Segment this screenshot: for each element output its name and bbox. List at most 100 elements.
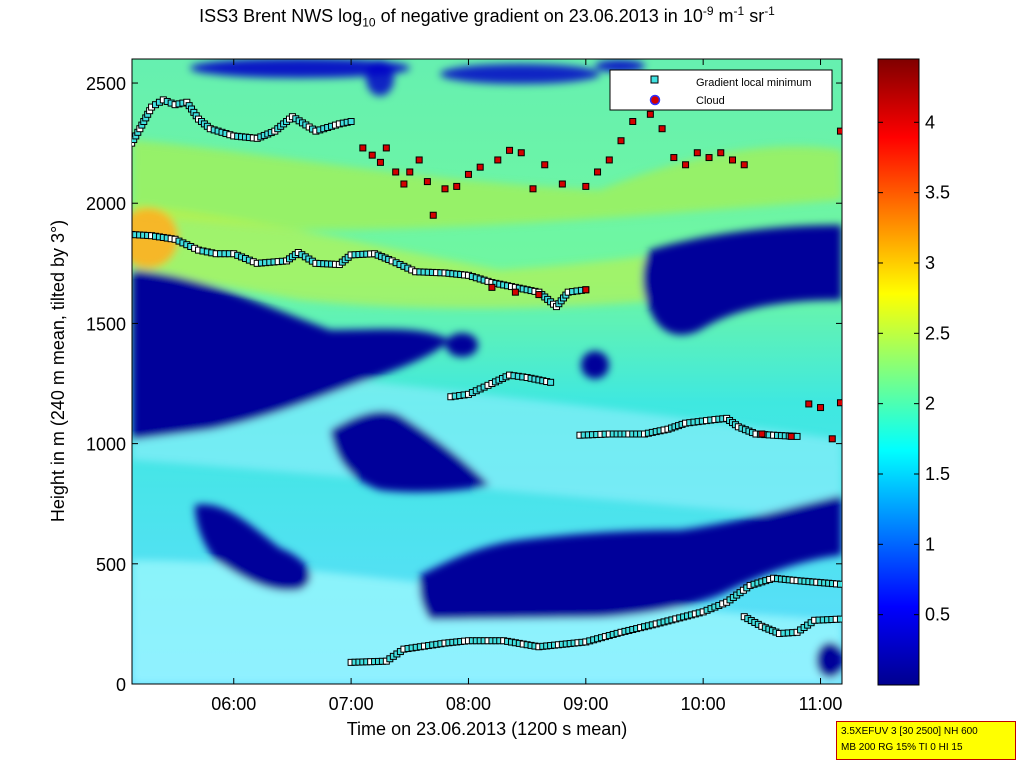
colorbar-tick-label: 2.5 bbox=[925, 323, 950, 343]
y-axis: 0 500 1000 1500 2000 2500 bbox=[86, 74, 842, 695]
info-line-2: MB 200 RG 15% TI 0 HI 15 bbox=[841, 742, 963, 753]
x-tick-label: 07:00 bbox=[329, 694, 374, 714]
heatmap-field bbox=[132, 59, 842, 684]
cloud-point bbox=[400, 180, 408, 188]
cloud-point bbox=[805, 400, 813, 408]
cloud-point bbox=[529, 185, 537, 193]
cloud-point bbox=[429, 211, 437, 219]
cloud-point bbox=[406, 168, 414, 176]
cloud-point bbox=[682, 161, 690, 169]
x-tick-label: 11:00 bbox=[799, 694, 843, 714]
cloud-point bbox=[494, 156, 502, 164]
y-tick-label: 2000 bbox=[86, 194, 126, 214]
cloud-point bbox=[617, 137, 625, 145]
cloud-point bbox=[705, 154, 713, 162]
gradient-min-point bbox=[132, 139, 136, 147]
plot-frame bbox=[131, 58, 843, 685]
cloud-point bbox=[376, 158, 384, 166]
heatmap-dark-region bbox=[132, 270, 450, 440]
y-tick-label: 500 bbox=[96, 555, 126, 575]
cloud-point bbox=[415, 156, 423, 164]
chart-title: ISS3 Brent NWS log10 of negative gradien… bbox=[199, 4, 775, 30]
x-axis-label: Time on 23.06.2013 (1200 s mean) bbox=[347, 719, 628, 739]
legend-min-label: Gradient local minimum bbox=[696, 77, 812, 89]
cloud-point bbox=[558, 180, 566, 188]
series-layer bbox=[132, 96, 842, 666]
heatmap-dark-blob bbox=[446, 333, 478, 357]
legend-cloud-marker bbox=[649, 94, 661, 106]
cloud-point bbox=[392, 168, 400, 176]
cloud-point bbox=[488, 283, 496, 291]
x-axis: 06:00 07:00 08:00 09:00 10:00 11:00 bbox=[211, 59, 842, 714]
colorbar-tick-label: 3 bbox=[925, 253, 935, 273]
cloud-point bbox=[629, 118, 637, 125]
cloud-point bbox=[359, 144, 367, 152]
cloud-point bbox=[646, 110, 654, 118]
legend-cloud-label: Cloud bbox=[696, 95, 725, 107]
cloud-point bbox=[506, 146, 514, 154]
x-tick-label: 10:00 bbox=[681, 694, 726, 714]
y-tick-label: 2500 bbox=[86, 74, 126, 94]
heatmap-dark-blob bbox=[581, 351, 609, 379]
x-tick-label: 08:00 bbox=[446, 694, 491, 714]
heatmap-dark-region bbox=[419, 495, 842, 620]
cloud-point bbox=[670, 154, 678, 162]
cloud-point bbox=[758, 430, 766, 438]
cloud-point bbox=[693, 149, 701, 157]
cloud-point bbox=[582, 286, 590, 294]
colorbar-ticks: 0.5 1 1.5 2 2.5 3 3.5 4 bbox=[878, 112, 950, 625]
cloud-point bbox=[658, 125, 666, 133]
cloud-point bbox=[368, 151, 376, 159]
cloud-point bbox=[836, 127, 842, 135]
cloud-point bbox=[740, 161, 748, 169]
cloud-point bbox=[594, 168, 602, 176]
cloud-point bbox=[729, 156, 737, 164]
y-tick-label: 1500 bbox=[86, 314, 126, 334]
y-tick-label: 0 bbox=[116, 675, 126, 695]
info-line-1: 3.5XEFUV 3 [30 2500] NH 600 bbox=[841, 726, 978, 737]
cloud-point bbox=[541, 161, 549, 169]
gradient-min-point bbox=[793, 432, 801, 440]
cloud-point bbox=[517, 149, 525, 157]
colorbar-tick-label: 1.5 bbox=[925, 464, 950, 484]
heatmap-top-dark bbox=[595, 60, 645, 72]
cloud-point bbox=[453, 182, 461, 190]
cloud-point bbox=[817, 404, 825, 412]
heatmap-dark-region bbox=[195, 504, 311, 591]
cloud-point bbox=[836, 399, 842, 407]
cloud-point bbox=[605, 156, 613, 164]
colorbar bbox=[877, 58, 920, 686]
gradient-min-point bbox=[836, 615, 842, 623]
gradient-min-point bbox=[836, 580, 842, 588]
cloud-point bbox=[828, 435, 836, 443]
cloud-point bbox=[382, 144, 390, 152]
heatmap-top-dark bbox=[440, 64, 600, 84]
y-axis-label: Height in m (240 m mean, tilted by 3°) bbox=[48, 220, 68, 522]
cloud-point bbox=[476, 163, 484, 171]
gradient-min-point bbox=[547, 378, 555, 386]
heatmap-dark-blob bbox=[816, 642, 842, 678]
heatmap-lightblue-bottom bbox=[132, 560, 842, 684]
legend-min-marker bbox=[650, 75, 659, 84]
cloud-point bbox=[441, 185, 449, 193]
colorbar-tick-label: 1 bbox=[925, 534, 935, 554]
legend-box bbox=[609, 69, 833, 111]
colorbar-tick-label: 0.5 bbox=[925, 605, 950, 625]
cloud-point bbox=[423, 178, 431, 186]
x-tick-label: 09:00 bbox=[563, 694, 608, 714]
colorbar-tick-label: 3.5 bbox=[925, 183, 950, 203]
heatmap-yellow-band bbox=[132, 140, 842, 230]
y-tick-label: 1000 bbox=[86, 435, 126, 455]
cloud-point bbox=[582, 182, 590, 190]
cloud-point bbox=[535, 291, 543, 299]
gradient-min-point bbox=[347, 118, 355, 125]
heatmap-top-dark bbox=[190, 59, 410, 78]
heatmap-top-dark bbox=[366, 60, 394, 96]
colorbar-tick-label: 4 bbox=[925, 112, 935, 132]
cloud-point bbox=[464, 170, 472, 178]
heatmap-dark-region bbox=[642, 225, 842, 335]
heatmap-dark-region bbox=[330, 410, 490, 493]
x-tick-label: 06:00 bbox=[211, 694, 256, 714]
cloud-point bbox=[787, 432, 795, 440]
